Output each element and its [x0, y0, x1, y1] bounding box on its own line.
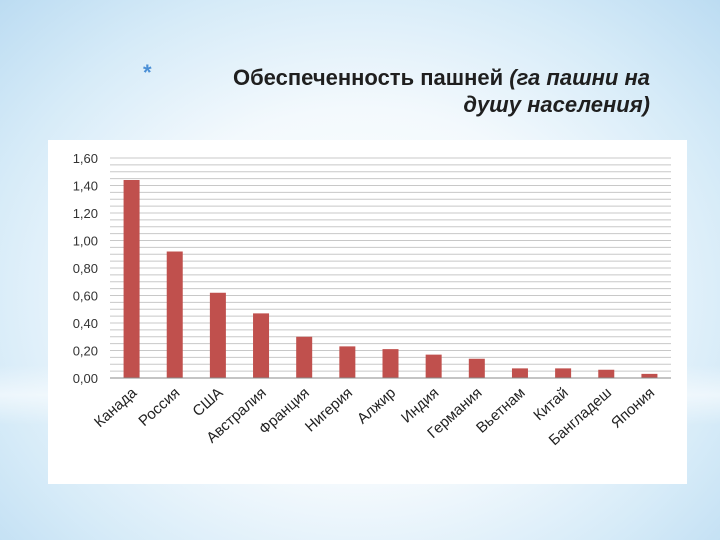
bar [123, 180, 140, 378]
title-bullet: * [143, 60, 152, 85]
bar [296, 336, 313, 378]
bar [253, 313, 270, 378]
bar [511, 368, 528, 378]
bar [209, 292, 226, 378]
y-tick-label: 1,00 [73, 234, 98, 249]
bar [598, 369, 615, 378]
x-tick-label: Вьетнам [473, 384, 529, 436]
slide-title: Обеспеченность пашней (га пашни на душу … [170, 64, 650, 118]
bar [425, 354, 442, 378]
y-axis: 0,00 0,20 0,40 0,60 0,80 1,00 1,20 1,40 1,60 [73, 151, 98, 386]
x-tick-label: Япония [608, 384, 658, 431]
x-tick-label: Россия [135, 384, 183, 430]
bar [468, 358, 485, 378]
bar [166, 251, 183, 378]
title-main: Обеспеченность пашней [232, 65, 504, 90]
x-tick-label: Нигерия [302, 384, 356, 435]
y-tick-label: 0,80 [73, 261, 98, 276]
x-tick-label: Алжир [354, 384, 399, 427]
y-tick-label: 1,20 [73, 206, 98, 221]
x-tick-label: США [189, 384, 226, 420]
bar-chart: 0,00 0,20 0,40 0,60 0,80 1,00 1,20 1,40 1,60 Кан… [73, 151, 671, 449]
gridlines [110, 157, 671, 379]
x-tick-label: Канада [91, 384, 141, 431]
y-tick-label: 0,00 [73, 371, 98, 386]
y-tick-label: 0,40 [73, 316, 98, 331]
y-tick-label: 0,20 [73, 344, 98, 359]
y-tick-label: 1,40 [73, 179, 98, 194]
bar [641, 373, 658, 378]
bar [339, 346, 356, 378]
y-tick-label: 1,60 [73, 151, 98, 166]
bars [123, 180, 658, 378]
chart-area: 0,00 0,20 0,40 0,60 0,80 1,00 1,20 1,40 1,60 Кан… [48, 140, 687, 484]
title-paren: (га пашни на душу населения) [463, 65, 650, 117]
bar [382, 349, 399, 378]
y-tick-label: 0,60 [73, 289, 98, 304]
bar [555, 368, 572, 378]
